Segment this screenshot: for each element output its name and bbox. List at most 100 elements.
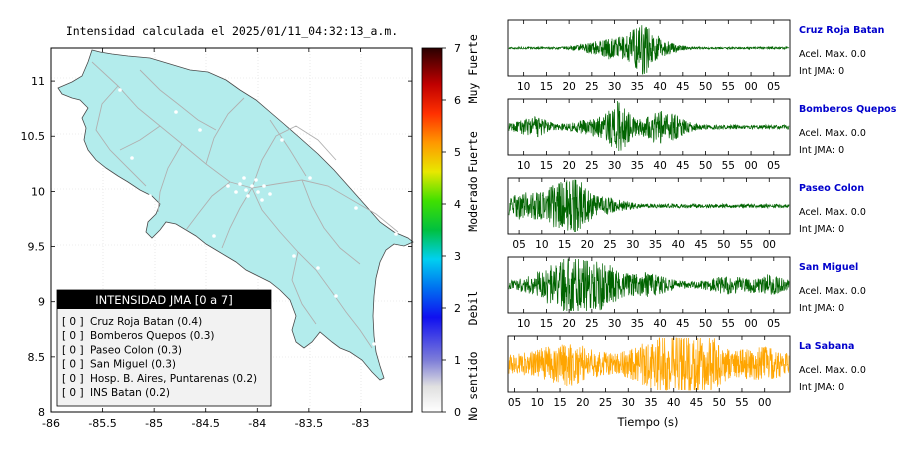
time-tick-label: 20	[562, 318, 575, 330]
time-tick-label: 25	[603, 239, 616, 251]
time-tick-label: 55	[722, 81, 735, 93]
waveform-trace	[508, 100, 790, 151]
time-tick-label: 40	[653, 318, 666, 330]
time-tick-label: 35	[649, 239, 662, 251]
waveform-trace	[508, 179, 790, 233]
legend-item-level: [ 0 ]	[62, 387, 84, 399]
time-tick-label: 40	[653, 160, 666, 172]
time-tick-label: 15	[558, 239, 571, 251]
colorbar-categories: No sentido Debil Moderado Fuerte Muy Fuerte	[466, 34, 480, 421]
time-tick-label: 45	[676, 160, 689, 172]
waveform-trace	[508, 337, 790, 391]
colorbar-tick-label: 3	[454, 250, 461, 263]
time-tick-label: 25	[599, 397, 612, 409]
time-tick-label: 25	[585, 81, 598, 93]
station-name: La Sabana	[799, 341, 854, 352]
time-tick-label: 40	[672, 239, 685, 251]
legend-items: [ 0 ] Cruz Roja Batan (0.4) [ 0 ] Bomberos …	[62, 316, 257, 399]
station-markers	[118, 88, 398, 346]
colorbar-tick-label: 4	[454, 198, 461, 211]
time-tick-label: 30	[608, 160, 621, 172]
lon-tick-label: -85	[145, 417, 163, 430]
time-tick-label: 35	[631, 81, 644, 93]
legend-item-label: Paseo Colon (0.3)	[90, 344, 182, 356]
time-tick-label: 55	[735, 397, 748, 409]
lat-tick-label: 8.5	[28, 351, 46, 364]
lat-tick-label: 10	[31, 185, 45, 198]
legend-item-label: INS Batan (0.2)	[90, 387, 170, 399]
time-tick-label: 40	[667, 397, 680, 409]
time-tick-label: 20	[562, 81, 575, 93]
max-accel-label: Acel. Max. 0.0	[799, 286, 866, 297]
time-tick-label: 05	[512, 239, 525, 251]
time-tick-label: 45	[676, 81, 689, 93]
costa-rica-land	[57, 49, 414, 381]
legend-item: [ 0 ] Hosp. B. Aires, Puntarenas (0.2)	[62, 373, 257, 385]
lon-tick-label: -83	[351, 417, 369, 430]
jma-intensity-label: Int JMA: 0	[799, 224, 844, 235]
lon-tick-label: -86	[42, 417, 60, 430]
colorbar-tick-label: 6	[454, 94, 461, 107]
time-tick-label: 50	[713, 397, 726, 409]
legend-item-level: [ 0 ]	[62, 330, 84, 342]
colorbar-tick-label: 2	[454, 302, 461, 315]
legend-header: INTENSIDAD JMA [0 a 7]	[95, 293, 232, 307]
seismogram-san-miguel: 10 15 20 25 30 35 40 45 50 55 00 05 San Miguel Acel. …	[507, 256, 866, 330]
lon-tick-label: -85.5	[88, 417, 116, 430]
seismogram-cruz-roja-batan: 10 15 20 25 30 35 40 45 50 55 00 05 Cruz Roja Batan A…	[507, 19, 885, 93]
legend-item-label: Cruz Roja Batan (0.4)	[90, 316, 202, 328]
station-name: San Miguel	[799, 262, 858, 273]
colorbar-category-label: Fuerte	[466, 131, 480, 173]
time-tick-label: 05	[767, 160, 780, 172]
lat-tick-label: 9.5	[28, 241, 46, 254]
max-accel-label: Acel. Max. 0.0	[799, 49, 866, 60]
time-tick-label: 20	[562, 160, 575, 172]
lat-tick-label: 9	[38, 296, 45, 309]
legend-item: [ 0 ] Paseo Colon (0.3)	[62, 344, 182, 356]
legend-item-level: [ 0 ]	[62, 359, 84, 371]
road-network	[91, 61, 399, 349]
legend-item-label: San Miguel (0.3)	[90, 359, 176, 371]
time-tick-label: 30	[608, 318, 621, 330]
time-tick-label: 50	[699, 81, 712, 93]
seismogram-la-sabana: 05 10 15 20 25 30 35 40 45 50 55 00 La Sabana Acel. M…	[507, 335, 866, 409]
map-axes: -86 -85.5 -85 -84.5 -84 -83.5 -83 11 10.5 10 9.5 9 8…	[21, 48, 412, 430]
colorbar-category-label: Debil	[466, 291, 480, 326]
seismogram-paseo-colon: 05 10 15 20 25 30 35 40 45 50 55 00 Paseo Colon Acel.…	[507, 177, 866, 251]
legend-item-level: [ 0 ]	[62, 373, 84, 385]
time-tick-label: 15	[553, 397, 566, 409]
legend-item-label: Hosp. B. Aires, Puntarenas (0.2)	[90, 373, 257, 385]
time-tick-label: 10	[535, 239, 548, 251]
time-tick-label: 15	[540, 81, 553, 93]
colorbar-tick-label: 5	[454, 146, 461, 159]
legend-item: [ 0 ] Bomberos Quepos (0.3)	[62, 330, 214, 342]
time-tick-label: 30	[622, 397, 635, 409]
time-tick-label: 20	[576, 397, 589, 409]
time-tick-label: 00	[744, 81, 757, 93]
seismogram-bomberos-quepos: 10 15 20 25 30 35 40 45 50 55 00 05 Bomberos Quepos A…	[507, 98, 897, 172]
waveform-trace	[508, 258, 790, 312]
colorbar-category-label: Muy Fuerte	[466, 34, 480, 103]
map-frame	[50, 47, 413, 413]
time-tick-label: 25	[585, 318, 598, 330]
time-tick-label: 00	[758, 397, 771, 409]
time-tick-label: 50	[699, 318, 712, 330]
map-title: Intensidad calculada el 2025/01/11_04:32…	[66, 24, 398, 38]
time-tick-label: 35	[631, 318, 644, 330]
lon-tick-label: -84	[248, 417, 266, 430]
jma-intensity-label: Int JMA: 0	[799, 145, 844, 156]
time-tick-label: 15	[540, 160, 553, 172]
legend-item: [ 0 ] Cruz Roja Batan (0.4)	[62, 316, 202, 328]
colorbar-ticks: 0 1 2 3 4 5 6 7	[442, 42, 461, 419]
time-tick-label: 15	[540, 318, 553, 330]
time-tick-label: 05	[508, 397, 521, 409]
lon-tick-label: -83.5	[295, 417, 323, 430]
time-tick-label: 50	[699, 160, 712, 172]
lon-tick-label: -84.5	[191, 417, 219, 430]
time-tick-label: 55	[740, 239, 753, 251]
time-tick-label: 10	[517, 81, 530, 93]
time-tick-label: 10	[531, 397, 544, 409]
time-tick-label: 40	[653, 81, 666, 93]
colorbar-tick-label: 7	[454, 42, 461, 55]
